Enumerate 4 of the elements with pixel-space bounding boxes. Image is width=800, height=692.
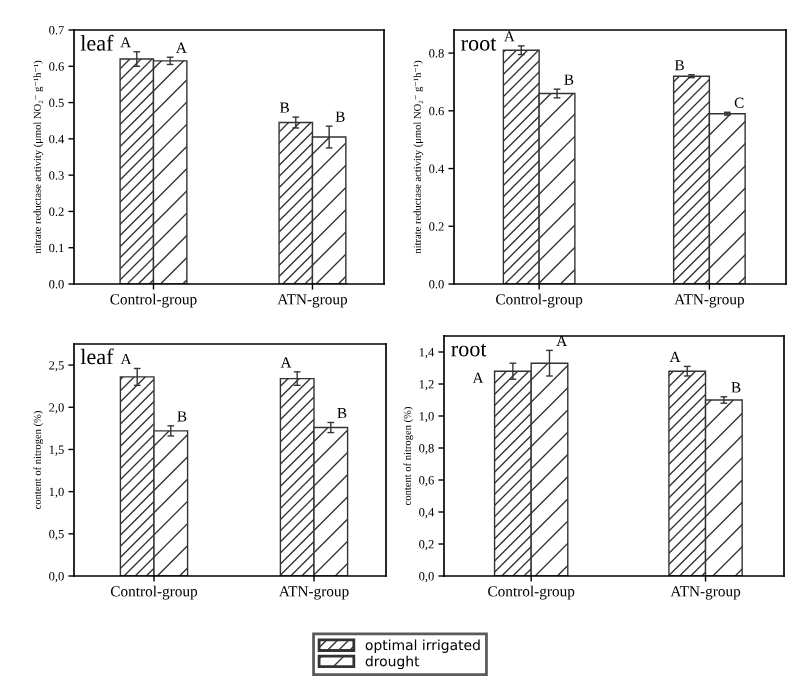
chart-title: leaf bbox=[80, 348, 114, 365]
chart-title: leaf bbox=[80, 34, 114, 51]
chart-title: root bbox=[461, 37, 497, 51]
chart-title: root bbox=[451, 343, 487, 357]
